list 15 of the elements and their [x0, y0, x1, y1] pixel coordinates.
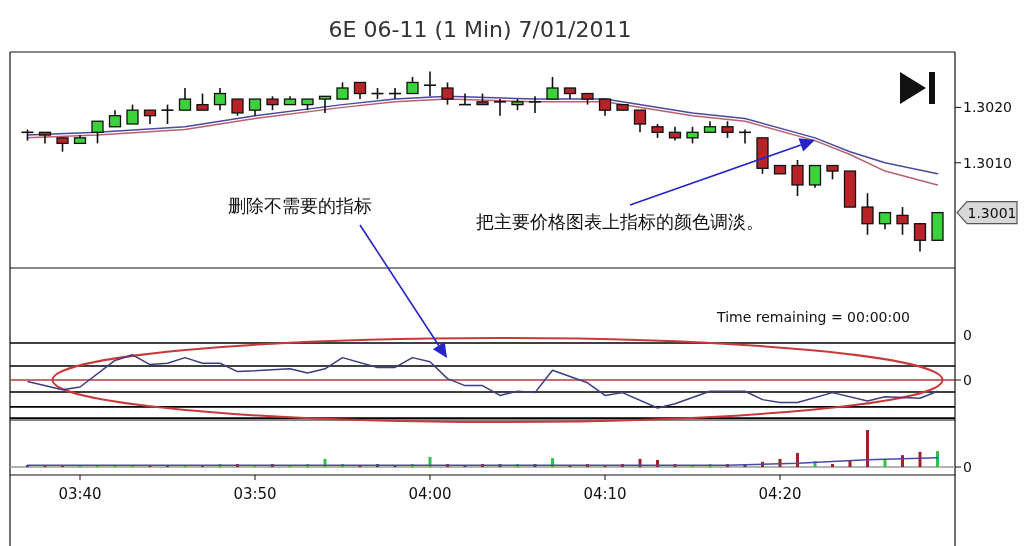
y-tick-label: 1.3020	[963, 99, 1012, 116]
text: Time remaining = 00:00:00	[716, 309, 910, 325]
x-tick-label: 03:50	[233, 485, 277, 503]
ref-line-label: 0	[963, 372, 972, 389]
annotation: 把主要价格图表上指标的颜色调淡。	[476, 211, 764, 232]
ref-line-label: 0	[963, 459, 972, 476]
y-tick-label: 1.3010	[963, 154, 1012, 171]
x-tick-label: 04:20	[758, 485, 802, 503]
x-tick-label: 04:00	[408, 485, 452, 503]
annotation: 删除不需要的指标	[228, 195, 372, 216]
text: 0	[963, 327, 972, 343]
x-tick-label: 03:40	[58, 485, 102, 503]
x-tick-label: 04:10	[583, 485, 627, 503]
chart-title: 6E 06-11 (1 Min) 7/01/2011	[328, 17, 632, 42]
annotation: 1.3001	[967, 204, 1017, 221]
